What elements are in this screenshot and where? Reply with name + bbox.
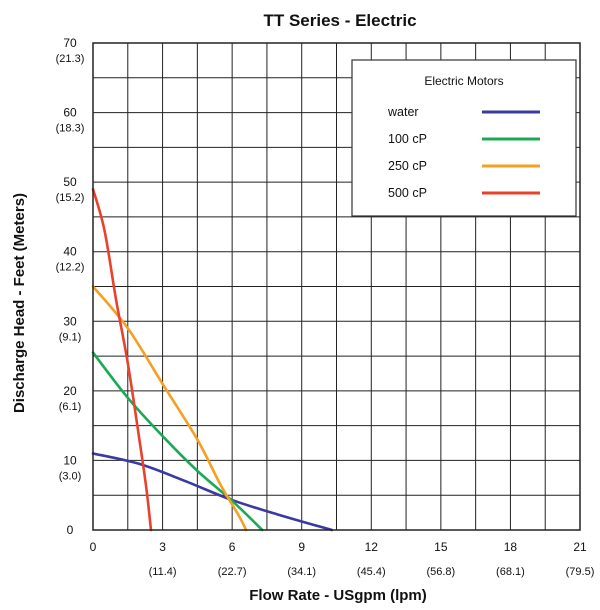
series-lines	[91, 187, 334, 532]
x-tick-label: 12	[365, 540, 379, 554]
y-axis-ticks: 0 10 (3.0) 20 (6.1) 30 (9.1) 40 (12.2) 50 (15.2) 60…	[56, 36, 85, 537]
y-tick-sublabel: (3.0)	[59, 470, 82, 482]
legend-label-100-cp: 100 cP	[388, 132, 427, 146]
legend-label-250-cp: 250 cP	[388, 159, 427, 173]
x-tick-label: 9	[298, 540, 305, 554]
legend-items: water 100 cP 250 cP 500 cP	[387, 105, 540, 200]
x-axis-title: Flow Rate - USgpm (lpm)	[249, 587, 427, 604]
y-tick-sublabel: (12.2)	[56, 262, 85, 274]
series-line-500-cp	[91, 187, 153, 532]
x-tick-sublabel: (22.7)	[218, 566, 247, 578]
legend: Electric Motors water 100 cP 250 cP 500 cP	[351, 59, 577, 217]
chart-title: TT Series - Electric	[263, 11, 416, 30]
x-tick-sublabel: (45.4)	[357, 566, 386, 578]
y-tick-label: 50	[63, 175, 77, 189]
plot-frame	[92, 42, 581, 531]
y-tick-sublabel: (18.3)	[56, 123, 85, 135]
x-tick-sublabel: (56.8)	[426, 566, 455, 578]
series-line-100-cp	[91, 351, 264, 532]
y-tick-sublabel: (9.1)	[59, 331, 82, 343]
legend-title: Electric Motors	[424, 74, 503, 88]
y-axis-title: Discharge Head - Feet (Meters)	[11, 193, 28, 413]
x-tick-sublabel: (68.1)	[496, 566, 525, 578]
x-tick-label: 3	[159, 540, 166, 554]
x-axis-ticks: 0 3 (11.4) 6 (22.7) 9 (34.1) 12 (45.4) 15 (56.8) 18…	[90, 540, 595, 578]
y-tick-label: 30	[63, 314, 77, 328]
x-tick-sublabel: (11.4)	[149, 566, 177, 578]
x-tick-label: 18	[504, 540, 518, 554]
x-tick-label: 15	[434, 540, 448, 554]
y-tick-label: 60	[63, 106, 77, 120]
legend-label-500-cp: 500 cP	[388, 186, 427, 200]
y-tick-label: 0	[67, 523, 74, 537]
y-tick-label: 20	[63, 384, 77, 398]
legend-label-water: water	[387, 105, 419, 119]
x-tick-sublabel: (34.1)	[287, 566, 316, 578]
x-tick-sublabel: (79.5)	[566, 566, 595, 578]
x-tick-label: 0	[90, 540, 97, 554]
x-tick-label: 6	[229, 540, 236, 554]
y-tick-label: 70	[63, 36, 77, 50]
x-tick-label: 21	[573, 540, 587, 554]
y-tick-sublabel: (21.3)	[56, 53, 85, 65]
series-line-250-cp	[91, 285, 248, 532]
y-tick-label: 40	[63, 245, 77, 259]
y-tick-sublabel: (6.1)	[59, 401, 82, 413]
series-line-water	[91, 452, 334, 532]
y-tick-label: 10	[63, 453, 77, 467]
y-tick-sublabel: (15.2)	[56, 192, 85, 204]
